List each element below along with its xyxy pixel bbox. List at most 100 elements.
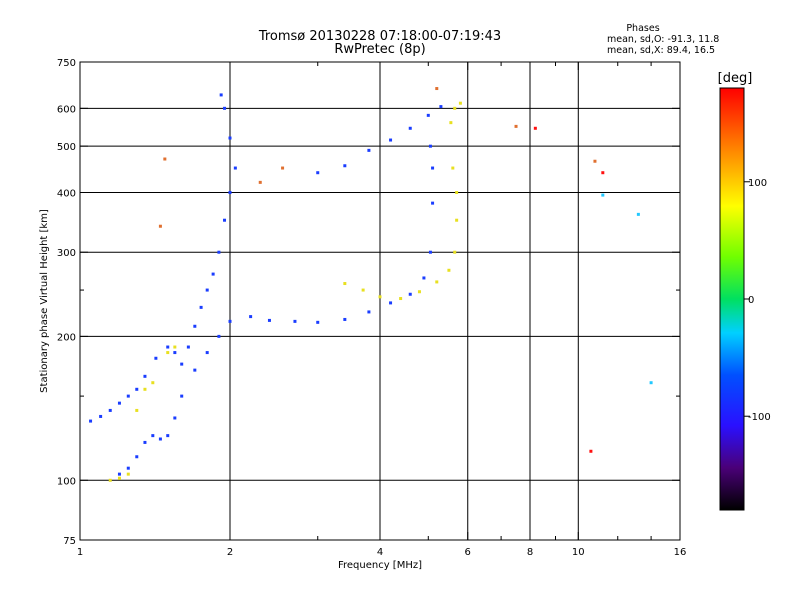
data-point [449, 121, 453, 125]
data-point [228, 319, 232, 323]
data-point [173, 351, 177, 355]
y-tick-label: 100 [57, 476, 76, 487]
data-point [367, 310, 371, 314]
data-point [108, 478, 112, 482]
data-point [447, 268, 451, 272]
chart-title: Tromsø 20130228 07:18:00-07:19:43 [258, 29, 501, 44]
data-point [108, 408, 112, 412]
y-tick-label: 400 [57, 188, 76, 199]
data-point [117, 476, 121, 480]
data-point [199, 305, 203, 309]
data-point [343, 282, 347, 286]
data-point [228, 136, 232, 140]
data-point [316, 320, 320, 324]
chart-subtitle: RwPretec (8p) [334, 42, 425, 57]
data-point [343, 164, 347, 168]
stats-line-o: mean, sd,O: -91.3, 11.8 [607, 34, 719, 45]
colorbar-tick-label: -100 [748, 412, 771, 423]
data-point [143, 440, 147, 444]
data-point [533, 126, 537, 130]
data-point [217, 250, 221, 254]
data-point [408, 126, 412, 130]
colorbar-tick-label: 0 [748, 295, 754, 306]
x-tick-label: 8 [527, 547, 533, 558]
colorbar-label: [deg] [718, 71, 753, 86]
data-point [367, 148, 371, 152]
data-point [455, 218, 459, 222]
stats-line-x: mean, sd,X: 89.4, 16.5 [607, 45, 715, 56]
data-point [435, 280, 439, 284]
data-point [343, 317, 347, 321]
y-tick-label: 750 [57, 58, 76, 69]
y-tick-label: 500 [57, 142, 76, 153]
data-point [143, 374, 147, 378]
data-point [601, 193, 605, 197]
y-tick-label: 75 [63, 536, 76, 547]
data-point [217, 334, 221, 338]
data-point [219, 93, 223, 97]
data-point [399, 297, 403, 301]
data-point [228, 190, 232, 194]
data-point [267, 318, 271, 322]
data-point [205, 288, 209, 292]
data-point [166, 434, 170, 438]
data-point [135, 455, 139, 459]
stats-heading: Phases [626, 23, 659, 34]
data-point [135, 408, 139, 412]
data-point [431, 166, 435, 170]
x-tick-label: 1 [77, 547, 83, 558]
data-point [361, 288, 365, 292]
y-tick-label: 600 [57, 104, 76, 115]
data-point [453, 250, 457, 254]
colorbar-gradient [719, 87, 745, 511]
data-point [173, 345, 177, 349]
data-point [293, 319, 297, 323]
data-point [154, 356, 158, 360]
data-point [428, 144, 432, 148]
data-point [593, 159, 597, 163]
data-point [173, 416, 177, 420]
data-point [281, 166, 285, 170]
data-point [514, 124, 518, 128]
data-point [126, 394, 130, 398]
data-point [180, 394, 184, 398]
x-tick-label: 10 [572, 547, 585, 558]
colorbar-ticks: 100 0 -100 [744, 178, 771, 423]
data-point [636, 212, 640, 216]
data-point [163, 157, 167, 161]
data-point [205, 351, 209, 355]
data-point [458, 101, 462, 105]
x-tick-label: 4 [377, 547, 383, 558]
data-point [422, 276, 426, 280]
grid [80, 62, 680, 540]
plot-area: 1 2 4 6 8 10 16 75 100 200 300 400 500 600 750 [57, 58, 686, 558]
data-point [417, 290, 421, 294]
x-tick-label: 2 [227, 547, 233, 558]
y-axis-label: Stationary phase Virtual Height [km] [39, 209, 50, 393]
data-point [378, 295, 382, 299]
data-point [258, 180, 262, 184]
data-point [451, 166, 455, 170]
data-point [453, 106, 457, 110]
data-point [117, 472, 121, 476]
data-point [158, 224, 162, 228]
data-point [223, 218, 227, 222]
data-point [223, 106, 227, 110]
data-point [186, 345, 190, 349]
data-points [89, 87, 653, 482]
data-point [211, 272, 215, 276]
colorbar-tick-label: 100 [748, 178, 767, 189]
data-point [435, 87, 439, 91]
data-point [117, 401, 121, 405]
data-point [455, 190, 459, 194]
data-point [389, 138, 393, 142]
data-point [89, 419, 93, 423]
data-point [249, 315, 253, 319]
data-point [193, 368, 197, 372]
data-point [126, 472, 130, 476]
data-point [135, 387, 139, 391]
x-tick-label: 6 [465, 547, 471, 558]
data-point [143, 387, 147, 391]
x-tick-label: 16 [674, 547, 687, 558]
x-axis-label: Frequency [MHz] [338, 560, 422, 571]
